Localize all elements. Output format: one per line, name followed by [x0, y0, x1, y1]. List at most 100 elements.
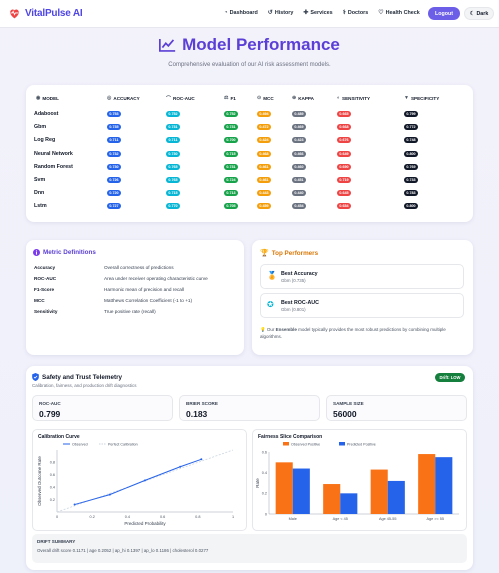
metric-pill: 0.711	[107, 137, 121, 144]
nav-health-check[interactable]: ♡ Health Check	[378, 9, 420, 17]
col-specificity-label: SPECIFICITY	[410, 95, 440, 101]
metric-pill: 0.733	[404, 177, 418, 183]
legend-predicted-label: Predicted Positive	[347, 442, 376, 446]
metric-pill: 0.460	[292, 163, 306, 170]
y-tick-label: 0.6	[50, 473, 55, 477]
x-tick-label: 0.2	[90, 515, 95, 519]
definition-desc: True positive rate (recall)	[104, 309, 156, 314]
col-mcc-label: MCC	[263, 95, 274, 101]
y-tick-label: 0.4	[262, 471, 267, 475]
metric-pill: 0.732	[107, 150, 121, 157]
trophy-icon: 🏆	[260, 250, 269, 257]
metric-pill: 0.705	[224, 203, 238, 210]
metric-pill: 0.665	[337, 111, 351, 117]
stat-roc-auc: ROC-AUC 0.799	[32, 395, 173, 421]
bar	[323, 484, 341, 514]
metric-pill: 0.440	[292, 190, 306, 197]
dark-mode-label: Dark	[476, 10, 489, 17]
heart-pulse-icon	[10, 9, 19, 19]
table-row: Neural Network 0.732 0.730 0.715 0.468 0.466 0…	[34, 149, 464, 160]
definition-term: F1-Score	[34, 287, 55, 292]
metric-pill: 0.727	[107, 203, 121, 210]
nav-history[interactable]: ↺ History	[268, 9, 294, 17]
drift-status-badge: Drift: LOW	[435, 373, 465, 382]
category-label: Age 45-55	[379, 517, 397, 521]
legend-predicted-swatch	[339, 442, 345, 446]
x-tick-label: 0.4	[125, 515, 130, 519]
best-accuracy-item: 🏅 Best Accuracy Gbm (0.735)	[260, 264, 464, 289]
metric-pill: 0.719	[337, 177, 351, 183]
telemetry-header: Safety and Trust Telemetry	[32, 373, 122, 381]
definition-term: MCC	[34, 298, 45, 303]
tip-text-pre: Our	[266, 327, 276, 332]
y-tick-label: 0.2	[262, 492, 267, 496]
telemetry-card: Safety and Trust Telemetry Calibration, …	[26, 366, 473, 570]
dark-mode-toggle[interactable]: ☾ Dark	[464, 7, 494, 20]
definition-row: ROC-AUC Area under receiver operating cha…	[34, 276, 238, 281]
nav-dashboard[interactable]: ◔ Dashboard	[224, 9, 258, 16]
stat-sample-size: SAMPLE SIZE 56000	[326, 395, 467, 421]
bar	[292, 468, 310, 514]
legend-observed-swatch	[283, 442, 289, 446]
col-mcc: ⊙ MCC	[257, 95, 274, 101]
logout-button[interactable]: Logout	[428, 7, 460, 20]
drift-summary-text: Overall drift score 0.1171 | age 0.2052 …	[37, 548, 209, 553]
drift-summary-label: DRIFT SUMMARY	[37, 539, 76, 544]
best-accuracy-value: Gbm (0.735)	[281, 278, 306, 283]
metric-pill: 0.731	[166, 124, 180, 131]
target-icon: ◎	[107, 95, 112, 101]
definition-desc: Matthews Correlation Coefficient (-1 to …	[104, 298, 193, 303]
col-f1-label: F1	[230, 95, 236, 101]
drift-summary: DRIFT SUMMARY Overall drift score 0.1171…	[32, 534, 467, 563]
metric-pill: 0.730	[107, 163, 121, 170]
page-title-text: Model Performance	[182, 35, 340, 54]
best-accuracy-title: Best Accuracy	[281, 271, 318, 277]
definition-row: F1-Score Harmonic mean of precision and r…	[34, 287, 238, 292]
definition-term: Sensitivity	[34, 309, 58, 314]
definition-term: ROC-AUC	[34, 276, 57, 281]
bar	[435, 457, 453, 514]
area-chart-icon: ⌒	[166, 96, 172, 102]
nav-doctors-label: Doctors	[347, 9, 369, 16]
legend-observed-label: Observed Positive	[291, 442, 320, 446]
brand[interactable]: VitalPulse AI	[8, 7, 83, 20]
model-icon: ◉	[36, 95, 41, 101]
metric-pill: 0.800	[404, 203, 418, 210]
brand-name: VitalPulse AI	[25, 8, 83, 19]
model-performance-table: ◉ MODEL ◎ ACCURACY ⌒ ROC-AUC ⚖ F1 ⊙ MCC ⊕ KAPP…	[26, 85, 473, 222]
metric-pill: 0.726	[107, 177, 121, 183]
health-check-icon: ♡	[378, 10, 384, 16]
metric-pill: 0.676	[337, 137, 351, 144]
info-icon	[33, 249, 40, 256]
page-subtitle: Comprehensive evaluation of our AI risk …	[168, 62, 331, 68]
metric-pill: 0.424	[257, 137, 271, 144]
metric-pill: 0.468	[257, 150, 271, 157]
metric-pill: 0.461	[257, 163, 271, 170]
metric-pill: 0.772	[404, 124, 418, 131]
metric-pill: 0.752	[224, 111, 238, 117]
gauge-icon: ◔	[224, 9, 228, 16]
filter-icon: ▼	[404, 95, 409, 101]
metric-pill: 0.711	[166, 137, 180, 144]
metric-pill: 0.731	[224, 163, 238, 170]
calibration-chart: 0 0.2 0.4 0.6 0.8 1 0.2 0.4 0.6 0.8 Predicted Prob…	[37, 442, 234, 526]
model-name: Random Forest	[34, 163, 73, 170]
observed-point	[73, 503, 76, 506]
col-kappa-label: KAPPA	[298, 95, 314, 101]
nav-health-check-label: Health Check	[385, 9, 420, 16]
observed-point	[179, 465, 182, 468]
metric-pill: 0.451	[292, 177, 306, 183]
top-navbar: VitalPulse AI ◔ Dashboard ↺ History ✚ Servi…	[0, 0, 499, 28]
metric-pill: 0.443	[257, 190, 271, 197]
observed-line	[74, 458, 202, 506]
bar	[418, 454, 436, 514]
top-performers-header: 🏆 Top Performers	[260, 249, 318, 258]
metric-pill: 0.800	[404, 150, 418, 157]
metric-pill: 0.472	[257, 124, 271, 131]
nav-doctors[interactable]: ⚕ Doctors	[343, 9, 369, 17]
stat-label: SAMPLE SIZE	[333, 401, 364, 406]
col-kappa: ⊕ KAPPA	[292, 95, 314, 101]
bar	[370, 469, 388, 514]
nav-services[interactable]: ✚ Services	[303, 9, 332, 17]
bar	[275, 462, 293, 514]
